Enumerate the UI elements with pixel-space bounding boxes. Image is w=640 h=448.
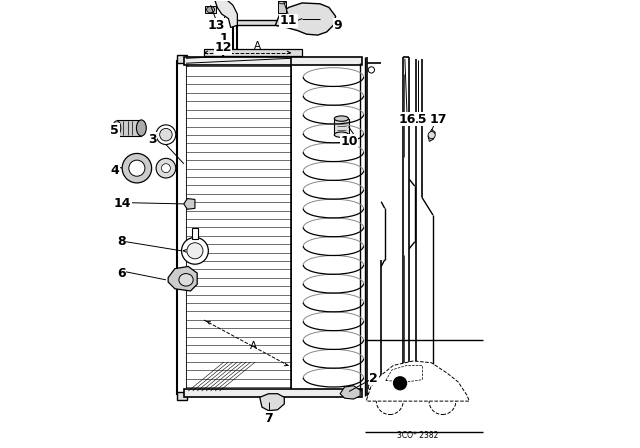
Text: 8: 8: [117, 235, 125, 248]
Circle shape: [156, 158, 176, 178]
Polygon shape: [168, 267, 197, 291]
Text: 11: 11: [280, 14, 298, 27]
Text: 5: 5: [110, 124, 119, 137]
Text: 4: 4: [110, 164, 119, 177]
Bar: [205, 6, 216, 13]
Bar: [116, 120, 141, 136]
Bar: [186, 66, 291, 388]
Polygon shape: [428, 129, 435, 142]
Bar: [184, 56, 362, 65]
Ellipse shape: [136, 120, 147, 136]
Text: 6: 6: [117, 267, 125, 280]
Text: 15: 15: [410, 112, 427, 125]
Circle shape: [376, 388, 403, 414]
Circle shape: [129, 160, 145, 176]
Text: 2: 2: [369, 371, 378, 384]
Circle shape: [159, 129, 172, 141]
Text: A: A: [250, 341, 257, 351]
Text: 10: 10: [340, 135, 358, 148]
Text: 17: 17: [429, 112, 447, 125]
Bar: [334, 119, 349, 135]
Text: 13: 13: [208, 19, 225, 32]
Circle shape: [182, 237, 209, 264]
Ellipse shape: [113, 121, 121, 135]
Circle shape: [187, 243, 203, 259]
Circle shape: [428, 132, 435, 139]
Polygon shape: [275, 3, 335, 35]
Bar: [204, 49, 302, 56]
Bar: [177, 55, 187, 63]
Polygon shape: [386, 366, 422, 382]
Text: 14: 14: [114, 198, 131, 211]
Ellipse shape: [179, 274, 193, 286]
Circle shape: [122, 153, 152, 183]
Text: A: A: [254, 41, 261, 51]
Ellipse shape: [334, 116, 349, 121]
Bar: [233, 20, 287, 25]
Bar: [177, 61, 187, 394]
Text: 3: 3: [148, 133, 157, 146]
Polygon shape: [340, 386, 360, 399]
Text: 3CO* 2382: 3CO* 2382: [397, 431, 438, 440]
Ellipse shape: [207, 7, 214, 13]
Circle shape: [156, 125, 176, 145]
Ellipse shape: [334, 132, 349, 138]
Circle shape: [429, 388, 456, 414]
Text: 1: 1: [220, 32, 228, 45]
Bar: [278, 1, 285, 13]
Bar: [177, 392, 187, 401]
Polygon shape: [215, 0, 237, 27]
Text: 9: 9: [333, 19, 342, 32]
Polygon shape: [367, 361, 469, 401]
Bar: [184, 389, 362, 397]
Bar: [192, 228, 198, 239]
Polygon shape: [260, 394, 284, 411]
Circle shape: [161, 164, 170, 172]
Circle shape: [393, 376, 407, 390]
Text: 12: 12: [214, 41, 232, 54]
Text: 16: 16: [399, 112, 416, 125]
Text: 7: 7: [264, 412, 273, 425]
Polygon shape: [184, 198, 195, 209]
